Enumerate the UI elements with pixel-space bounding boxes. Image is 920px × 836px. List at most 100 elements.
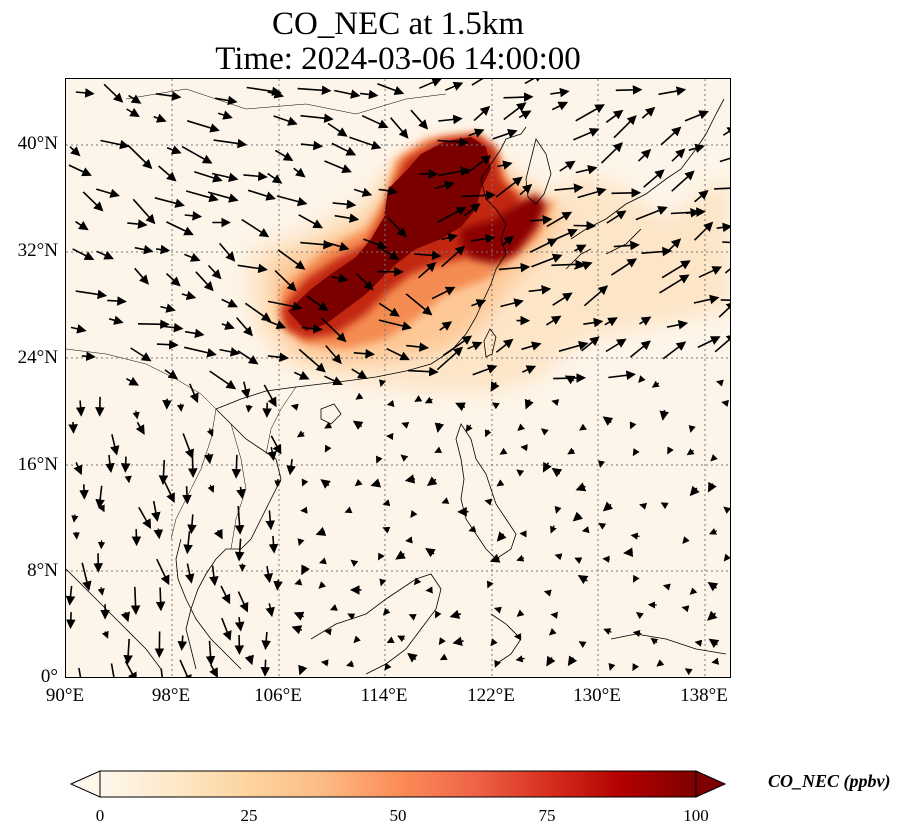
wind-arrow bbox=[574, 557, 583, 564]
wind-arrow bbox=[574, 261, 593, 271]
taiwan bbox=[483, 328, 497, 358]
malay-peninsula bbox=[175, 538, 242, 670]
wind-arrow bbox=[693, 221, 714, 241]
wind-arrow bbox=[236, 486, 246, 499]
wind-arrow bbox=[331, 273, 349, 283]
wind-arrow bbox=[414, 395, 423, 402]
wind-arrow bbox=[71, 514, 79, 523]
wind-arrow bbox=[520, 444, 528, 452]
wind-arrow bbox=[689, 485, 700, 497]
wind-arrow bbox=[686, 448, 695, 456]
wind-arrow bbox=[179, 659, 192, 677]
wind-arrow bbox=[134, 244, 154, 255]
wind-arrow bbox=[615, 85, 643, 95]
wind-arrow bbox=[70, 324, 87, 334]
wind-arrow bbox=[243, 171, 268, 182]
wind-arrow bbox=[641, 106, 656, 119]
wind-arrow bbox=[489, 553, 501, 563]
wind-arrow bbox=[715, 379, 724, 387]
wind-arrow bbox=[719, 157, 730, 163]
wind-arrow bbox=[551, 101, 569, 111]
lon-tick-90e: 90°E bbox=[45, 685, 85, 706]
wind-arrow bbox=[516, 469, 525, 477]
wind-arrow bbox=[545, 315, 562, 326]
wind-arrow bbox=[521, 365, 537, 375]
wind-arrow bbox=[214, 95, 238, 106]
wind-arrow bbox=[221, 298, 238, 308]
wind-arrow bbox=[723, 506, 730, 514]
wind-arrow bbox=[722, 241, 730, 244]
wind-arrow bbox=[166, 221, 194, 236]
wind-arrow bbox=[707, 581, 719, 592]
wind-arrow bbox=[524, 398, 534, 410]
wind-arrow bbox=[438, 637, 446, 646]
wind-arrow bbox=[293, 371, 310, 380]
wind-arrow bbox=[181, 145, 213, 164]
wind-arrow bbox=[124, 660, 137, 677]
wind-arrow bbox=[434, 180, 455, 191]
wind-arrow bbox=[207, 264, 222, 280]
wind-arrow bbox=[98, 504, 105, 513]
wind-arrow bbox=[684, 668, 693, 676]
wind-arrow bbox=[546, 655, 556, 667]
wind-arrow bbox=[707, 481, 717, 493]
co-concentration-field bbox=[246, 134, 730, 394]
lat-tick-24n: 24°N bbox=[17, 347, 58, 368]
wind-arrow bbox=[573, 244, 587, 254]
wind-arrow bbox=[711, 657, 720, 665]
wind-arrow bbox=[714, 187, 730, 190]
wind-arrow bbox=[181, 290, 197, 301]
wind-arrow bbox=[518, 110, 532, 120]
wind-arrow bbox=[660, 126, 682, 146]
wind-arrow bbox=[597, 460, 606, 468]
map-panel[interactable] bbox=[65, 78, 731, 678]
wind-arrow bbox=[461, 190, 496, 201]
wind-arrow bbox=[503, 102, 527, 121]
wind-arrow bbox=[434, 422, 445, 433]
wind-arrow bbox=[324, 444, 332, 453]
wind-arrow bbox=[638, 375, 646, 384]
wind-arrow bbox=[186, 120, 220, 133]
wind-arrow bbox=[395, 550, 406, 560]
wind-arrow bbox=[632, 448, 640, 457]
wind-arrow bbox=[484, 429, 492, 438]
wind-arrow bbox=[573, 128, 600, 141]
wind-arrow bbox=[685, 208, 701, 218]
wind-arrow bbox=[516, 554, 525, 562]
colorbar-tick-100: 100 bbox=[683, 806, 709, 825]
wind-arrow bbox=[611, 188, 642, 198]
wind-arrow bbox=[516, 609, 525, 617]
wind-arrow bbox=[575, 164, 598, 175]
wind-arrow bbox=[346, 660, 354, 668]
wind-arrow bbox=[495, 176, 523, 198]
wind-arrow bbox=[318, 557, 327, 565]
wind-arrow bbox=[497, 160, 513, 170]
wind-arrow bbox=[66, 585, 76, 606]
wind-arrow bbox=[707, 610, 718, 621]
wind-arrow bbox=[501, 235, 514, 247]
wind-arrow bbox=[492, 128, 518, 140]
wind-arrow bbox=[68, 164, 92, 177]
lon-tick-138e: 138°E bbox=[680, 685, 728, 706]
wind-arrow bbox=[101, 630, 109, 639]
wind-arrow bbox=[234, 538, 245, 562]
wind-arrow bbox=[382, 607, 391, 616]
korea bbox=[525, 138, 552, 205]
lon-tick-122e: 122°E bbox=[467, 685, 515, 706]
wind-arrow bbox=[211, 172, 239, 183]
wind-arrow bbox=[413, 577, 422, 586]
wind-arrow bbox=[207, 484, 215, 494]
wind-arrow bbox=[293, 167, 306, 178]
wind-arrow bbox=[404, 474, 416, 484]
wind-arrow bbox=[213, 528, 223, 540]
wind-arrow bbox=[298, 214, 323, 229]
wind-arrow bbox=[297, 538, 305, 547]
wind-arrow bbox=[602, 501, 614, 512]
wind-arrow bbox=[708, 638, 720, 649]
wind-arrow bbox=[267, 320, 287, 330]
wind-arrow bbox=[126, 376, 139, 386]
wind-arrow bbox=[294, 578, 303, 586]
wind-arrow bbox=[495, 338, 514, 353]
wind-arrow bbox=[629, 340, 651, 358]
wind-arrow bbox=[378, 186, 399, 196]
